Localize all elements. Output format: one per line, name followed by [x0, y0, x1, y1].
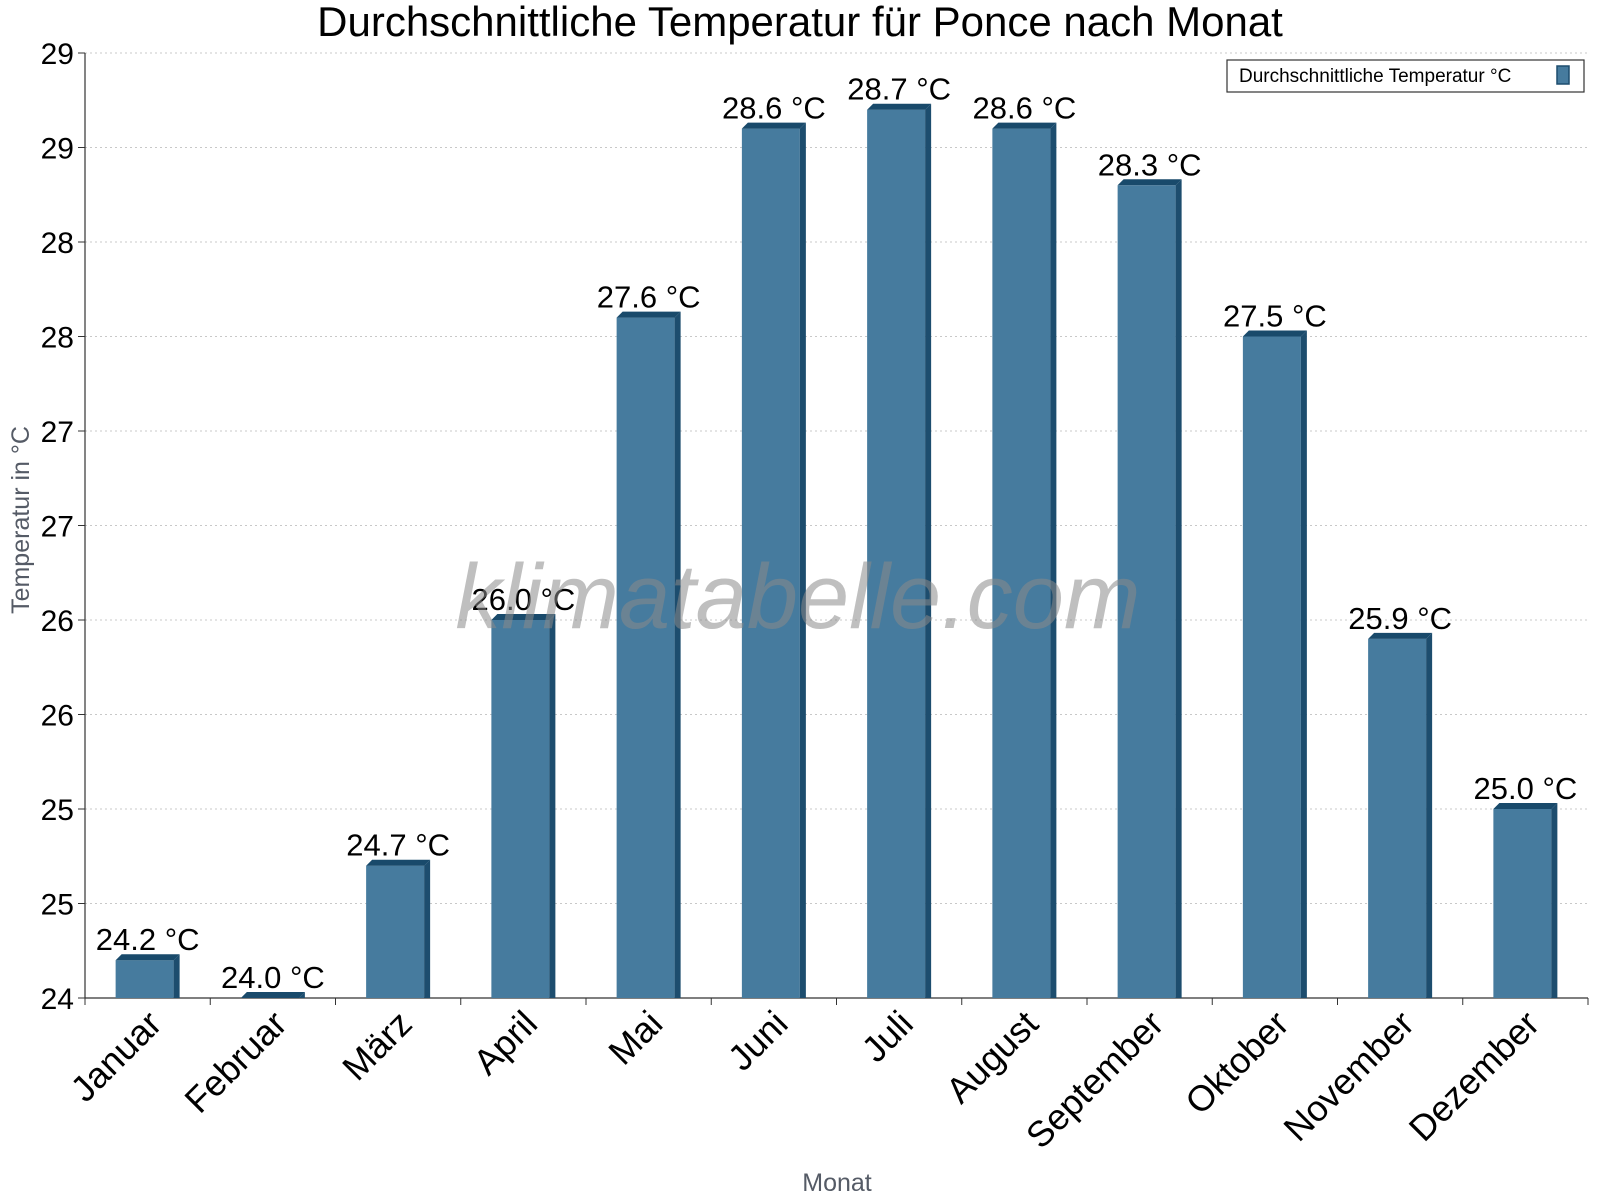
bar — [992, 122, 1057, 999]
y-tick-label: 28 — [41, 322, 74, 355]
bar — [115, 954, 180, 998]
data-label: 24.2 °C — [96, 922, 200, 957]
y-tick-label: 27 — [41, 416, 74, 449]
data-label: 27.6 °C — [597, 280, 701, 315]
bar — [1117, 179, 1182, 999]
bar-top — [1368, 632, 1433, 639]
data-label: 25.0 °C — [1474, 771, 1578, 806]
x-tick-label: Juni — [720, 1003, 796, 1079]
bar-front — [992, 128, 1051, 999]
data-label: 26.0 °C — [472, 582, 576, 617]
y-tick-label: 24 — [41, 983, 74, 1016]
bar-front — [1493, 809, 1552, 998]
bar-top — [867, 103, 932, 110]
bar-top — [616, 311, 681, 318]
data-label: 28.7 °C — [847, 72, 951, 107]
bar — [1493, 803, 1558, 998]
bar-top — [491, 614, 556, 620]
bar-side — [549, 614, 556, 998]
bar-side — [424, 859, 431, 998]
data-label: 27.5 °C — [1223, 299, 1327, 334]
bar-front — [366, 865, 425, 998]
y-tick-label: 29 — [41, 38, 74, 71]
bar — [867, 103, 932, 998]
bar-top — [240, 992, 305, 998]
y-tick-label: 25 — [41, 794, 74, 827]
legend: Durchschnittliche Temperatur °C — [1226, 59, 1585, 93]
y-tick-label: 27 — [41, 511, 74, 544]
data-label: 24.7 °C — [346, 828, 450, 863]
bar — [1242, 330, 1307, 998]
y-axis-label: Temperatur in °C — [7, 426, 35, 614]
bar — [616, 311, 681, 999]
x-tick-label: Januar — [62, 1003, 169, 1110]
y-axis-ticks: 24 25 25 26 26 27 27 28 28 29 29 — [41, 38, 85, 1016]
bar-front — [616, 317, 675, 999]
y-tick-label: 29 — [41, 133, 74, 166]
x-tick-label: April — [465, 1003, 545, 1083]
bar-front — [1117, 185, 1176, 999]
bar-front — [867, 109, 926, 998]
data-label: 24.0 °C — [221, 960, 325, 995]
data-label: 28.6 °C — [973, 91, 1077, 126]
bar-top — [115, 954, 180, 961]
x-axis-label: Monat — [802, 1169, 872, 1197]
x-axis-ticks: Januar Februar März April Mai Juni Juli AugustS… — [62, 998, 1589, 1157]
data-label: 28.6 °C — [722, 91, 826, 126]
bar-side — [674, 311, 681, 999]
data-label: 28.3 °C — [1098, 147, 1202, 182]
bar-side — [799, 122, 806, 999]
bar-side — [173, 954, 180, 998]
x-tick-label: Mai — [600, 1003, 670, 1073]
bar-front — [491, 620, 550, 998]
grid — [85, 52, 1588, 904]
x-tick-label: November — [1275, 1003, 1421, 1149]
legend-swatch — [1556, 65, 1570, 85]
bar-front — [1242, 336, 1301, 998]
bar — [741, 122, 806, 999]
bar-top — [1117, 179, 1182, 186]
x-tick-label: August — [938, 1003, 1046, 1111]
x-tick-label: Oktober — [1177, 1003, 1297, 1123]
bar-top — [1493, 803, 1558, 809]
bar-front — [1368, 638, 1427, 998]
y-tick-label: 26 — [41, 605, 74, 638]
bars — [115, 103, 1558, 999]
bar-side — [1175, 179, 1182, 999]
bar-top — [1242, 330, 1307, 337]
bar-side — [1551, 803, 1558, 998]
bar-top — [741, 122, 806, 129]
bar-top — [992, 122, 1057, 129]
bar-side — [1426, 632, 1433, 998]
x-tick-label: Juli — [854, 1003, 921, 1070]
x-tick-label: März — [334, 1003, 420, 1089]
bar-top — [366, 859, 431, 866]
y-tick-label: 25 — [41, 889, 74, 922]
x-tick-label: Februar — [176, 1003, 294, 1121]
data-labels: 24.2 °C 24.0 °C 24.7 °C 26.0 °C 27.6 °C 28.6 … — [96, 72, 1577, 995]
legend-box — [1226, 59, 1585, 93]
chart-title: Durchschnittliche Temperatur für Ponce n… — [317, 0, 1283, 45]
bar-side — [1050, 122, 1057, 999]
y-tick-label: 26 — [41, 700, 74, 733]
bar-front — [115, 960, 174, 998]
bar — [366, 859, 431, 998]
bar-side — [1300, 330, 1307, 998]
bar — [240, 992, 305, 998]
bar — [491, 614, 556, 998]
data-label: 25.9 °C — [1348, 601, 1452, 636]
watermark: klimatabelle.com — [455, 546, 1140, 648]
x-tick-label: Dezember — [1401, 1003, 1547, 1149]
y-tick-label: 28 — [41, 227, 74, 260]
bar-front — [741, 128, 800, 999]
legend-label: Durchschnittliche Temperatur °C — [1239, 66, 1511, 87]
bar — [1368, 632, 1433, 998]
x-tick-label: September — [1018, 1003, 1172, 1157]
bar-side — [925, 103, 932, 998]
